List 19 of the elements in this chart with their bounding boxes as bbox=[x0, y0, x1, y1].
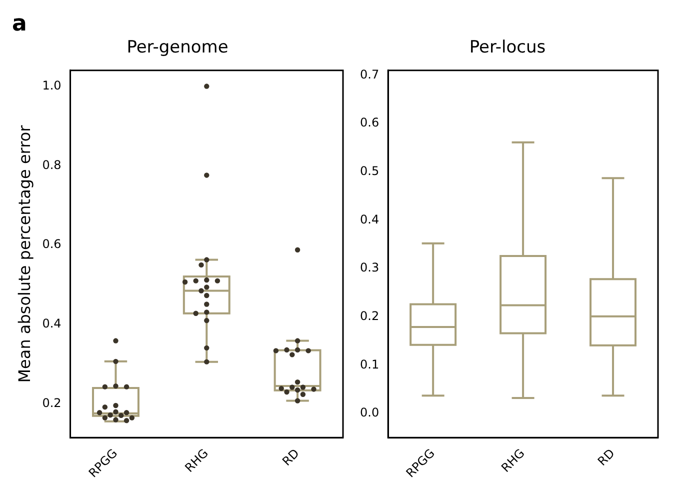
y-tick-label: 0.4 bbox=[42, 316, 62, 331]
chart-title: Per-locus bbox=[469, 38, 546, 58]
y-tick-label: 0.6 bbox=[360, 116, 380, 130]
y-tick-label: 0.1 bbox=[360, 357, 380, 372]
y-tick-label: 1.0 bbox=[42, 78, 62, 92]
y-tick-label: 0.6 bbox=[42, 237, 62, 252]
y-tick-label: 0.8 bbox=[42, 158, 62, 172]
chart-title: Per-genome bbox=[126, 38, 228, 58]
x-tick-label: RD bbox=[595, 446, 618, 469]
text: a bbox=[12, 12, 27, 37]
y-tick-label: 0.0 bbox=[360, 406, 380, 420]
y-tick-label: 0.4 bbox=[360, 212, 380, 226]
y-tick-label: 0.3 bbox=[360, 260, 380, 275]
y-tick-label: 0.2 bbox=[360, 308, 380, 323]
y-axis-title: Mean absolute percentage error bbox=[14, 124, 34, 383]
y-tick-label: 0.7 bbox=[360, 67, 380, 82]
x-tick-label: RD bbox=[280, 446, 302, 469]
y-tick-label: 0.5 bbox=[360, 164, 380, 178]
y-tick-label: 0.2 bbox=[42, 396, 62, 410]
